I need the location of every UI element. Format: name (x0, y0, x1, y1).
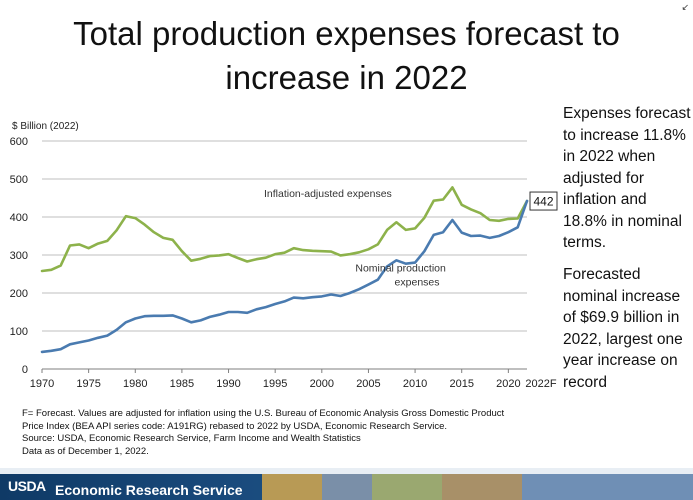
expenses-line-chart: 0 100 200 300 400 500 600 1970 1975 1980 1985 1990 1… (10, 136, 558, 390)
y-tick-label: 200 (10, 288, 28, 300)
y-tick-label: 0 (22, 364, 28, 376)
nominal-line (40, 199, 529, 354)
y-tick-label: 600 (10, 136, 28, 148)
footnote: F= Forecast. Values are adjusted for inf… (22, 408, 542, 458)
side-note-inflation: Expenses forecast to increase 11.8% in 2… (563, 105, 691, 251)
x-tick-label: 1975 (76, 378, 100, 390)
inflation-adjusted-line (40, 186, 529, 273)
inflation-series-label: Inflation-adjusted expenses (264, 188, 392, 200)
x-tick-label: 2020 (496, 378, 520, 390)
y-tick-label: 400 (10, 212, 28, 224)
x-tick-label-forecast: 2022F (525, 378, 556, 390)
y-tick-label: 100 (10, 326, 28, 338)
footnote-line: F= Forecast. Values are adjusted for inf… (22, 408, 505, 419)
x-tick-label: 2000 (310, 378, 334, 390)
y-tick-label: 300 (10, 250, 28, 262)
x-tick-label: 1970 (30, 378, 54, 390)
x-tick-label: 1985 (170, 378, 194, 390)
usda-logo[interactable]: USDA (8, 478, 46, 494)
nominal-series-label-line2: expenses (395, 276, 440, 288)
page-title: Total production expenses forecast to in… (0, 12, 693, 100)
x-tick-label: 1995 (263, 378, 287, 390)
x-tick-label: 1980 (123, 378, 147, 390)
footer-photo (262, 474, 322, 500)
end-value-label: 442 (533, 195, 553, 209)
end-value-box (529, 191, 558, 211)
footer-photo (322, 474, 372, 500)
footnote-line: Data as of December 1, 2022. (22, 445, 149, 457)
nominal-series-label-line1: Nominal production (355, 263, 446, 275)
footer-photo (442, 474, 522, 500)
footer-photo (372, 474, 442, 500)
side-note-nominal: Forecasted nominal increase of $69.9 bil… (563, 266, 683, 391)
y-axis-unit-label: $ Billion (2022) (12, 121, 79, 132)
footnote-line: Price Index (BEA API series code: A191RG… (22, 420, 448, 432)
x-tick-label: 2015 (449, 378, 473, 390)
collapse-arrow-icon[interactable]: ↙ (681, 2, 689, 12)
title-line-2: increase in 2022 (225, 59, 468, 96)
agency-name: Economic Research Service (55, 482, 243, 498)
x-tick-label: 2010 (403, 378, 427, 390)
footnote-line: Source: USDA, Economic Research Service,… (22, 433, 361, 444)
x-tick-label: 1990 (216, 378, 240, 390)
y-tick-label: 500 (10, 174, 28, 186)
footer-photo (522, 474, 693, 500)
footer-divider (0, 468, 693, 474)
x-tick-label: 2005 (356, 378, 380, 390)
title-line-1: Total production expenses forecast to (73, 15, 620, 52)
